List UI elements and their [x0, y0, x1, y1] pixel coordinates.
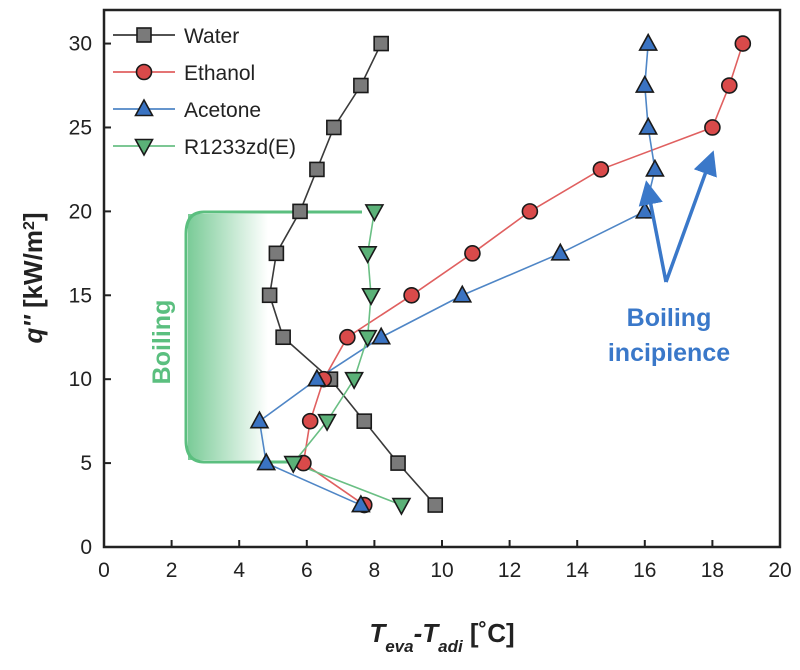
legend-label-ethanol: Ethanol: [184, 62, 255, 85]
point-ethanol: [704, 119, 721, 136]
point-acetone: [634, 200, 655, 219]
legend-label-water: Water: [184, 25, 239, 48]
point-r1233zd-e: [344, 371, 364, 390]
point-acetone: [249, 410, 270, 429]
incipience-arrows: [638, 150, 717, 283]
x-tick-label: 4: [233, 559, 245, 582]
boiling-bracket: [184, 210, 362, 464]
x-tick-label: 14: [566, 559, 590, 582]
point-ethanol: [464, 245, 481, 262]
point-acetone: [638, 116, 659, 135]
legend-marker-acetone: [134, 98, 154, 117]
plot-area: 0 2 4 6 8 10 12 14 16 18 20 0 5 10 15 20 25 30: [69, 8, 792, 582]
point-r1233zd-e: [361, 287, 381, 306]
point-water: [326, 119, 342, 136]
point-water: [268, 245, 285, 262]
point-water: [373, 35, 389, 52]
point-ethanol: [339, 328, 356, 346]
point-ethanol: [592, 161, 610, 178]
point-ethanol: [734, 35, 752, 52]
point-ethanol: [301, 412, 319, 430]
point-water: [309, 161, 325, 178]
x-tick-label: 0: [98, 559, 110, 582]
incipience-label-line1: Boiling: [627, 304, 712, 332]
x-tick-label: 6: [301, 559, 313, 582]
point-acetone: [256, 452, 277, 471]
series-markers: [249, 32, 752, 516]
legend-label-acetone: Acetone: [184, 99, 261, 122]
point-water: [261, 287, 278, 304]
legend-marker-water: [136, 27, 152, 43]
point-acetone: [371, 326, 392, 345]
point-r1233zd-e: [391, 497, 412, 516]
point-acetone: [550, 242, 571, 261]
legend: Water Ethanol Acetone R1233zd(E): [113, 25, 296, 159]
y-tick-label: 0: [80, 536, 92, 559]
point-acetone: [638, 32, 659, 51]
point-r1233zd-e: [317, 413, 337, 432]
y-tick-label: 15: [69, 284, 92, 307]
series-line-acetone: [258, 43, 656, 506]
y-tick-label: 10: [69, 368, 92, 391]
point-water: [427, 497, 444, 513]
point-acetone: [307, 368, 327, 387]
y-tick-label: 25: [69, 116, 92, 139]
point-r1233zd-e: [364, 204, 385, 223]
boiling-label: Boiling: [148, 300, 176, 385]
point-water: [292, 203, 308, 220]
x-tick-label: 20: [768, 559, 791, 582]
point-acetone: [645, 158, 665, 177]
incipience-label-line2: incipience: [608, 339, 730, 367]
point-r1233zd-e: [357, 329, 378, 348]
y-tick-label: 30: [69, 33, 92, 56]
x-tick-label: 18: [701, 559, 724, 582]
point-water: [275, 329, 291, 346]
point-r1233zd-e: [357, 246, 378, 264]
point-r1233zd-e: [283, 455, 304, 474]
point-water: [353, 77, 369, 94]
x-tick-label: 2: [166, 559, 178, 582]
point-acetone: [351, 494, 371, 513]
x-tick-label: 16: [633, 559, 656, 582]
point-water: [356, 413, 373, 429]
series-line-water: [268, 43, 436, 506]
y-tick-label: 20: [69, 200, 92, 223]
y-axis-label: q'' [kW/m2]: [18, 212, 48, 343]
x-tick-label: 12: [498, 559, 521, 582]
legend-label-r1233zd-e: R1233zd(E): [184, 136, 296, 159]
point-ethanol: [720, 77, 738, 94]
x-tick-label: 10: [430, 559, 453, 582]
y-tick-label: 5: [80, 452, 92, 475]
axis-ticks: 0 2 4 6 8 10 12 14 16 18 20 0 5 10 15 20 25 30: [69, 33, 792, 582]
x-axis-label: Teva-Tadi [˚C]: [369, 618, 514, 656]
point-acetone: [452, 284, 473, 303]
point-ethanol: [403, 286, 420, 304]
point-water: [390, 455, 406, 471]
legend-marker-r1233zd-e: [134, 138, 154, 157]
legend-marker-ethanol: [135, 63, 153, 81]
point-ethanol: [521, 203, 539, 220]
point-acetone: [634, 74, 655, 93]
x-tick-label: 8: [369, 559, 381, 582]
